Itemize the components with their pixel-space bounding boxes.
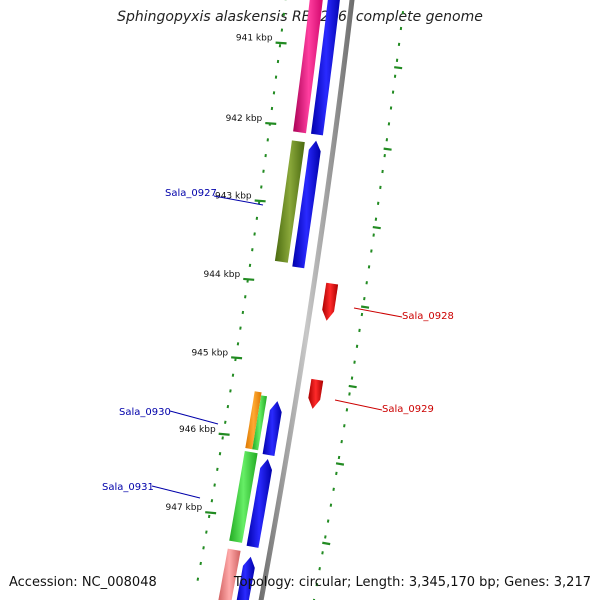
cds-block[interactable] (292, 140, 321, 269)
inner-minor-tick (213, 483, 216, 487)
kbp-tick-label: 947 kbp (166, 503, 203, 513)
inner-minor-tick (218, 452, 222, 456)
tick-layer (196, 0, 405, 600)
gene-label[interactable]: Sala_0931 (102, 482, 154, 493)
outer-minor-tick (318, 567, 321, 571)
outer-minor-tick (332, 487, 335, 491)
gene-layer (218, 0, 341, 600)
inner-minor-tick (205, 530, 208, 534)
gene-label[interactable]: Sala_0927 (165, 188, 217, 199)
outer-major-tick (383, 147, 392, 151)
outer-major-tick (322, 541, 331, 546)
kbp-major-tick (254, 199, 266, 203)
label-layer: 941 kbp 942 kbp 943 kbp 944 kbp 945 kbp 946 k… (102, 34, 454, 514)
inner-minor-tick (210, 499, 214, 503)
gene-block[interactable] (293, 0, 324, 134)
gene-callout-line (334, 399, 383, 411)
gene-label[interactable]: Sala_0929 (382, 404, 434, 415)
gene-callout-line (151, 485, 201, 499)
gene-callout-line (169, 410, 219, 425)
gene-callout-line (213, 195, 264, 206)
gene-block[interactable] (252, 395, 267, 451)
inner-minor-tick (196, 577, 200, 581)
inner-minor-tick (221, 436, 224, 440)
outer-major-tick (360, 305, 370, 309)
inner-minor-tick (216, 467, 219, 472)
kbp-tick-label: 943 kbp (215, 191, 252, 201)
outer-minor-tick (335, 471, 338, 476)
cds-block[interactable] (246, 459, 272, 548)
outer-major-tick (394, 66, 403, 70)
accession-text: Accession: NC_008048 (9, 575, 157, 590)
gene-label[interactable]: Sala_0928 (402, 311, 454, 322)
reverse-gene[interactable] (322, 282, 339, 321)
cds-block[interactable] (262, 401, 282, 456)
outer-minor-tick (324, 535, 327, 539)
outer-major-tick (335, 462, 345, 466)
gene-block[interactable] (274, 140, 305, 263)
kbp-major-tick (231, 356, 243, 360)
outer-minor-tick (326, 519, 330, 523)
kbp-tick-label: 941 kbp (236, 34, 273, 44)
inner-minor-tick (199, 561, 202, 566)
kbp-major-tick (265, 121, 277, 125)
cds-block[interactable] (236, 556, 255, 600)
outer-minor-tick (329, 503, 333, 507)
kbp-tick-label: 944 kbp (204, 270, 241, 280)
outer-minor-tick (340, 439, 343, 444)
outer-minor-tick (321, 551, 324, 555)
outer-minor-tick (312, 598, 316, 600)
kbp-major-tick (243, 277, 255, 281)
genome-backbone (258, 0, 355, 600)
cds-block[interactable] (311, 0, 341, 136)
outer-major-tick (348, 384, 357, 389)
kbp-tick-label: 946 kbp (179, 425, 216, 435)
kbp-major-tick (275, 41, 287, 45)
topology-text: Topology: circular; Length: 3,345,170 bp… (233, 575, 591, 590)
outer-minor-tick (315, 582, 319, 587)
gene-label[interactable]: Sala_0930 (119, 407, 171, 418)
gene-callout-line (353, 307, 403, 318)
map-title: Sphingopyxis alaskensis RB2256, complete… (117, 9, 483, 25)
gene-block[interactable] (218, 548, 241, 600)
gene-block[interactable] (245, 391, 262, 450)
kbp-major-tick (218, 432, 230, 436)
outer-minor-tick (337, 455, 341, 460)
backbone-layer (258, 0, 355, 600)
kbp-tick-label: 942 kbp (226, 114, 263, 124)
reverse-gene[interactable] (308, 378, 324, 409)
outer-major-tick (372, 225, 381, 230)
kbp-major-tick (205, 511, 217, 515)
inner-minor-tick (207, 514, 211, 519)
kbp-tick-label: 945 kbp (191, 348, 228, 358)
inner-minor-tick (202, 546, 205, 550)
gene-block[interactable] (229, 451, 258, 543)
